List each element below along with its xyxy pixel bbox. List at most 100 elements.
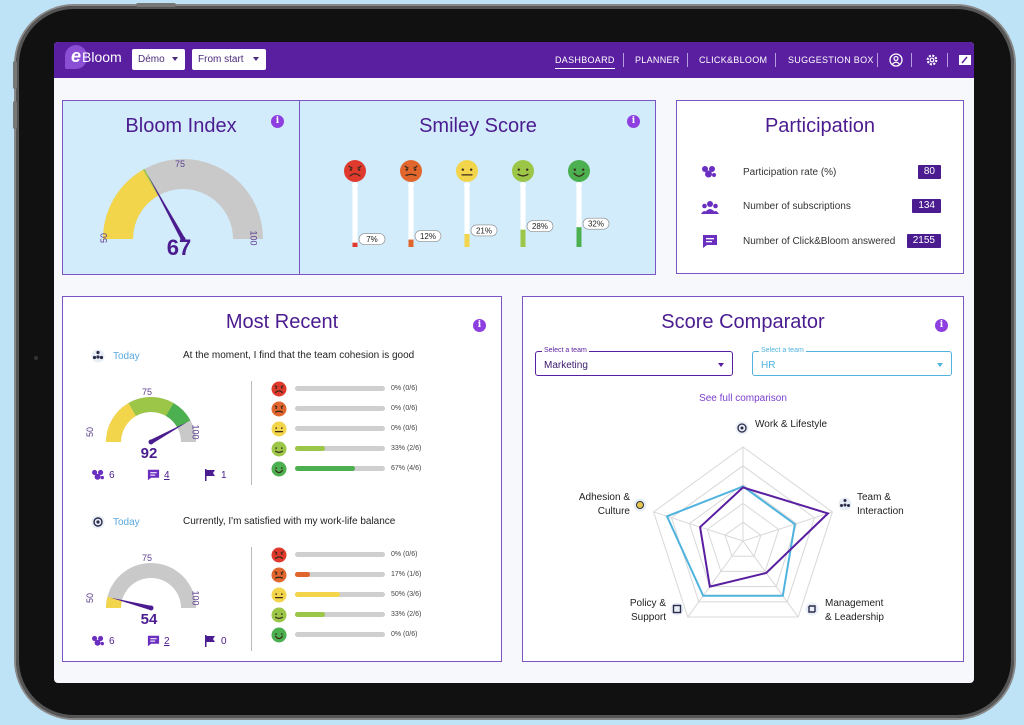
participation-rate-label: Participation rate (%) [743,167,837,178]
team-interaction-icon [91,349,105,363]
radar-axis-label: Team & Interaction [857,491,904,519]
response-bar-fill [295,572,311,577]
response-bar [295,406,385,411]
team-a-select[interactable]: Select a team Marketing [535,347,733,376]
work-lifestyle-icon [735,421,749,435]
tablet-side-button [13,101,17,129]
entry-gauge-label-mid: 75 [142,387,153,397]
participation-card: Participation Participation rate (%) 80 … [676,100,964,274]
info-icon[interactable]: i [627,115,640,128]
entry-comments-count[interactable]: 4 [164,470,170,481]
bloom-index-value: 67 [166,235,192,260]
entry-divider [251,381,252,485]
entry-gauge [106,397,196,445]
radar-chart [653,446,833,618]
response-pct-label: 67% (4/6) [391,465,422,472]
click-bloom-answered-value: 2155 [906,234,941,248]
bloom-index-gauge-arc [103,159,263,242]
smiley-pct-label: 12% [420,232,436,241]
nav-divider [775,53,776,67]
edit-icon[interactable] [958,53,972,67]
face [271,381,287,397]
see-full-comparison-link[interactable]: See full comparison [699,393,787,404]
ebloom-logo[interactable]: e Bloom [65,45,125,73]
period-select-value: From start [198,54,244,65]
entry-question: At the moment, I find that the team cohe… [183,350,415,361]
chevron-down-icon [253,57,259,61]
radar-axis-label-line: Team & [857,492,891,503]
flower-icon [92,469,104,480]
entry-flags-count: 1 [221,470,227,481]
smiley-face-icon [271,627,287,643]
smiley-face-icon [271,567,287,583]
radar-axis-label-line: Interaction [857,506,904,517]
radar-axis-label-line: Work & Lifestyle [755,419,828,430]
flag-icon[interactable] [204,469,216,481]
recent-entry: Today At the moment, I find that the team… [63,337,501,497]
response-pct-label: 33% (2/6) [391,611,422,618]
info-icon[interactable]: i [935,319,948,332]
info-icon[interactable]: i [473,319,486,332]
most-recent-card: Most Recent i Today At the moment, I find… [62,296,502,662]
comment-icon[interactable] [147,469,160,481]
period-select[interactable]: From start [192,49,266,70]
radar-axis-label: Policy & Support [573,597,666,625]
radar-axis-label-line: Policy & [629,598,666,609]
tablet-top-button [136,3,176,7]
entry-question: Currently, I'm satisfied with my work-li… [183,516,396,527]
smiley-face-icon [400,160,422,182]
bloom-index-label-max: 100 [248,230,259,246]
logo-mark: e [65,45,87,69]
radar-axis-label: Management & Leadership [825,597,884,625]
radar-axis-label-line: & Leadership [825,612,884,623]
entry-gauge-arc [106,397,196,445]
nav-click-bloom[interactable]: CLICK&BLOOM [699,55,768,65]
face [271,547,287,563]
most-recent-title: Most Recent [225,311,339,333]
smiley-score-title: Smiley Score [419,115,537,137]
entry-gauge-value: 92 [140,445,158,462]
nav-planner[interactable]: PLANNER [635,55,680,65]
smiley-pct-label: 32% [588,220,604,229]
participation-title: Participation [764,115,876,137]
team-b-select[interactable]: Select a team HR [752,347,952,376]
bloom-index-label-mid: 75 [175,159,186,169]
entry-gauge [106,563,196,611]
face [271,461,287,477]
gear-icon[interactable] [925,53,939,67]
entry-date: Today [113,517,140,528]
smiley-thermo-track [352,185,358,247]
policy-support-icon [670,602,684,616]
bloom-index-title: Bloom Index [125,115,237,137]
profile-icon[interactable] [889,53,903,67]
team-b-select-value: HR [761,360,776,371]
demo-select[interactable]: Démo [132,49,185,70]
flag-icon[interactable] [204,635,216,647]
response-bar [295,632,385,637]
entry-gauge-label-min: 50 [85,426,96,438]
smiley-face-icon [271,547,287,563]
smiley-thermo-track [408,185,414,247]
entry-date: Today [113,351,140,362]
smiley-thermo-fill [464,233,470,247]
nav-dashboard[interactable]: DASHBOARD [555,42,615,78]
subscriptions-label: Number of subscriptions [743,201,851,212]
score-comparator-title: Score Comparator [661,311,825,333]
entry-gauge-value: 54 [140,611,158,628]
response-pct-label: 33% (2/6) [391,445,422,452]
nav-suggestion-box[interactable]: SUGGESTION BOX [788,55,874,65]
info-icon[interactable]: i [271,115,284,128]
comment-icon[interactable] [147,635,160,647]
radar-grid-spoke [742,540,799,618]
nav-divider [947,53,948,67]
radar-axis-label: Adhesion & Culture [543,491,630,519]
smiley-pct-badge [470,224,498,237]
response-bar [295,426,385,431]
response-bar [295,592,385,597]
tablet-camera [34,356,38,360]
radar-grid-spoke [742,511,833,542]
entry-comments-count[interactable]: 2 [164,636,170,647]
users-icon [701,201,719,214]
smiley-thermo-fill [576,227,582,247]
radar-grid-ring [688,483,798,588]
